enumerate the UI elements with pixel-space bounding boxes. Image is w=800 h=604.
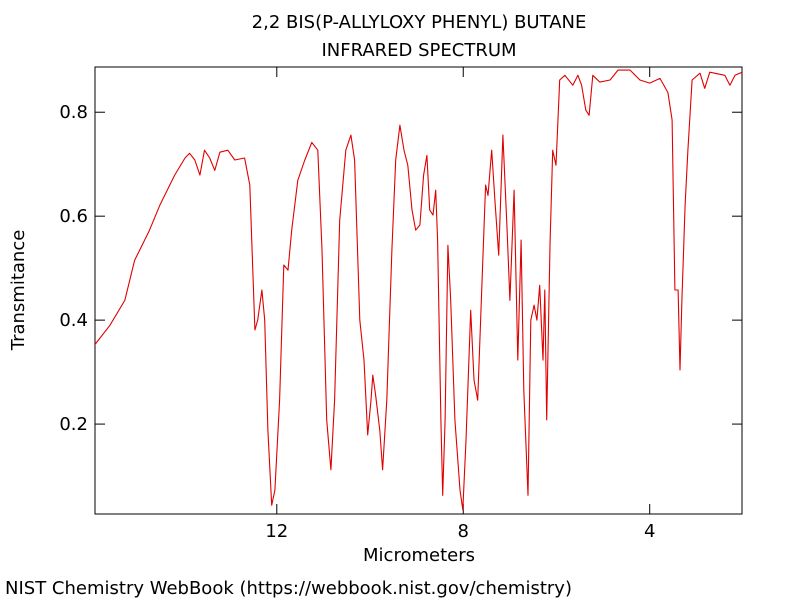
- footer: NIST Chemistry WebBook (https://webbook.…: [5, 578, 572, 599]
- x-tick-label: 4: [644, 521, 655, 542]
- y-axis-label: Transmitance: [8, 230, 29, 352]
- y-tick-label: 0.6: [59, 206, 88, 227]
- y-tick-label: 0.4: [59, 310, 88, 331]
- plot-frame: [94, 66, 743, 515]
- x-axis-label: Micrometers: [363, 545, 475, 566]
- chart-subtitle: INFRARED SPECTRUM: [321, 40, 516, 61]
- x-tick-label: 8: [458, 521, 469, 542]
- x-tick-label: 12: [265, 521, 288, 542]
- chart-title: 2,2 BIS(P-ALLYLOXY PHENYL) BUTANE: [252, 12, 587, 33]
- y-tick-label: 0.2: [59, 414, 88, 435]
- y-tick-label: 0.8: [59, 102, 88, 123]
- spectrum-line: [94, 69, 743, 511]
